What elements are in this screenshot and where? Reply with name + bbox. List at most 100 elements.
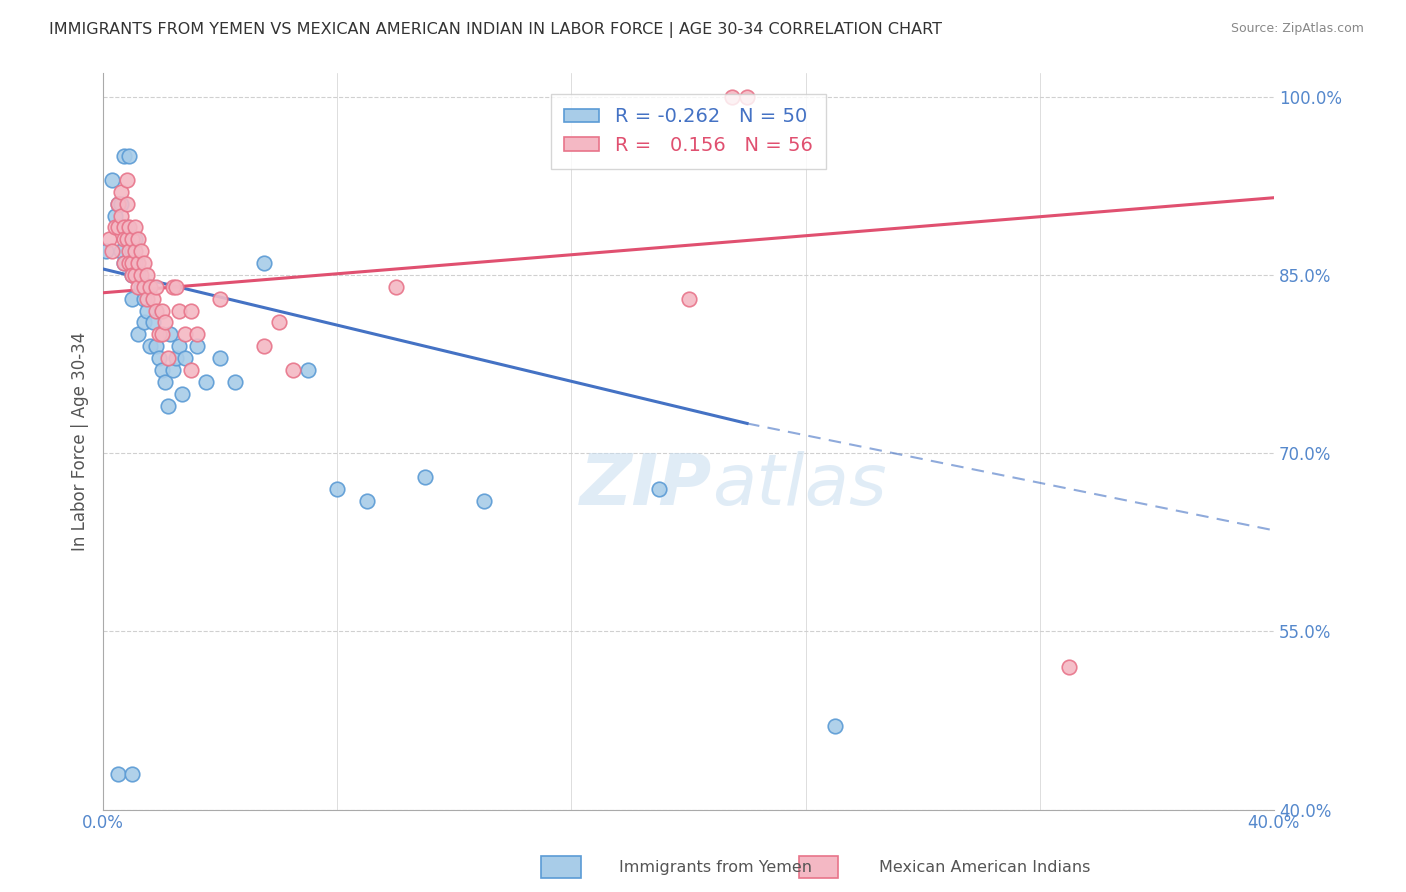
Point: [110, 244, 132, 259]
Point: [127, 327, 149, 342]
Point: [132, 316, 155, 330]
Text: ZIP: ZIP: [579, 451, 711, 520]
Point: [132, 292, 155, 306]
Point: [165, 280, 187, 294]
Point: [136, 292, 159, 306]
Point: [129, 280, 152, 294]
Point: [472, 493, 495, 508]
Point: [153, 375, 176, 389]
Point: [112, 256, 135, 270]
Point: [145, 280, 167, 294]
Point: [356, 493, 378, 508]
Point: [136, 268, 159, 282]
Point: [112, 149, 135, 163]
Point: [124, 244, 146, 259]
Point: [385, 280, 408, 294]
Point: [180, 303, 202, 318]
Point: [148, 351, 170, 365]
Point: [145, 303, 167, 318]
Point: [121, 767, 143, 781]
Point: [145, 339, 167, 353]
Point: [153, 316, 176, 330]
Point: [110, 196, 132, 211]
Point: [267, 316, 290, 330]
Point: [180, 363, 202, 377]
Point: [124, 256, 146, 270]
Point: [142, 316, 165, 330]
Point: [124, 232, 146, 246]
Point: [112, 256, 135, 270]
Point: [209, 292, 232, 306]
Point: [110, 185, 132, 199]
Text: Immigrants from Yemen: Immigrants from Yemen: [619, 860, 811, 874]
Point: [142, 292, 165, 306]
Point: [156, 399, 179, 413]
Point: [253, 339, 276, 353]
Point: [104, 220, 127, 235]
Point: [167, 339, 190, 353]
Point: [129, 268, 152, 282]
Point: [107, 767, 129, 781]
Point: [165, 351, 187, 365]
Point: [127, 256, 149, 270]
Point: [121, 268, 143, 282]
Point: [224, 375, 246, 389]
Point: [139, 280, 162, 294]
Point: [253, 256, 276, 270]
Point: [209, 351, 232, 365]
Point: [132, 256, 155, 270]
Point: [824, 719, 846, 733]
Point: [118, 149, 141, 163]
Point: [121, 268, 143, 282]
Point: [124, 220, 146, 235]
Point: [118, 256, 141, 270]
Text: atlas: atlas: [711, 451, 887, 520]
Point: [118, 244, 141, 259]
Point: [107, 196, 129, 211]
Point: [735, 89, 758, 103]
Point: [174, 327, 197, 342]
Point: [115, 173, 138, 187]
Point: [150, 327, 173, 342]
Point: [127, 268, 149, 282]
Point: [136, 303, 159, 318]
Legend: R = -0.262   N = 50, R =   0.156   N = 56: R = -0.262 N = 50, R = 0.156 N = 56: [551, 94, 827, 169]
Text: IMMIGRANTS FROM YEMEN VS MEXICAN AMERICAN INDIAN IN LABOR FORCE | AGE 30-34 CORR: IMMIGRANTS FROM YEMEN VS MEXICAN AMERICA…: [49, 22, 942, 38]
Point: [194, 375, 217, 389]
Point: [115, 232, 138, 246]
Point: [1057, 660, 1080, 674]
Point: [678, 292, 700, 306]
Point: [174, 351, 197, 365]
Point: [150, 303, 173, 318]
Point: [648, 482, 671, 496]
Point: [107, 220, 129, 235]
Point: [159, 327, 181, 342]
Point: [115, 196, 138, 211]
Point: [121, 232, 143, 246]
Point: [115, 232, 138, 246]
Point: [283, 363, 305, 377]
Point: [118, 220, 141, 235]
Point: [107, 196, 129, 211]
Point: [115, 220, 138, 235]
Point: [186, 339, 208, 353]
Point: [118, 256, 141, 270]
Point: [186, 327, 208, 342]
Point: [297, 363, 319, 377]
Text: Source: ZipAtlas.com: Source: ZipAtlas.com: [1230, 22, 1364, 36]
Point: [101, 173, 124, 187]
Point: [156, 351, 179, 365]
Point: [162, 363, 184, 377]
Point: [94, 244, 117, 259]
Point: [98, 232, 121, 246]
Point: [121, 256, 143, 270]
Point: [172, 386, 194, 401]
Point: [150, 363, 173, 377]
Point: [129, 244, 152, 259]
Point: [121, 292, 143, 306]
Text: Mexican American Indians: Mexican American Indians: [879, 860, 1090, 874]
Point: [167, 303, 190, 318]
Point: [124, 268, 146, 282]
Point: [132, 280, 155, 294]
Y-axis label: In Labor Force | Age 30-34: In Labor Force | Age 30-34: [72, 332, 89, 551]
